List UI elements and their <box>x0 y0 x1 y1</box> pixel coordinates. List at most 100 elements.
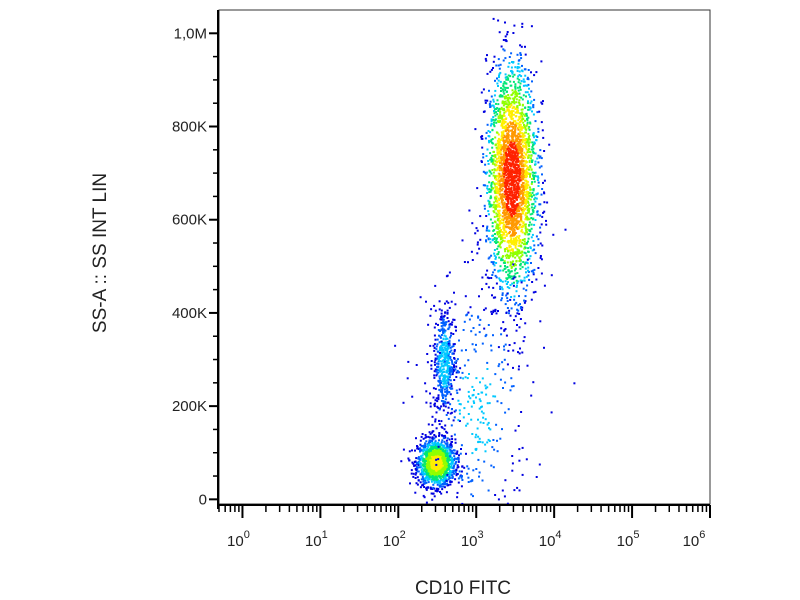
data-point <box>502 156 505 159</box>
data-point <box>515 204 517 207</box>
y-axis-title: SS-A :: SS INT LIN <box>90 173 111 333</box>
data-point <box>521 118 524 121</box>
data-point <box>429 459 432 462</box>
data-point <box>466 422 469 425</box>
data-point <box>430 456 433 458</box>
data-point <box>528 126 531 129</box>
data-point <box>505 136 508 139</box>
data-point <box>506 253 509 256</box>
data-point <box>439 456 441 459</box>
data-point <box>451 440 453 443</box>
data-point <box>526 155 529 158</box>
data-point <box>451 345 454 348</box>
data-point <box>520 168 523 170</box>
data-point <box>515 223 518 226</box>
data-point <box>481 391 484 394</box>
data-point <box>449 373 452 376</box>
data-point <box>436 452 439 455</box>
data-point <box>440 399 443 402</box>
data-point <box>503 151 506 154</box>
data-point <box>454 478 457 481</box>
data-point <box>531 181 534 184</box>
data-point <box>435 458 438 461</box>
data-point <box>486 368 489 370</box>
data-point <box>443 483 446 486</box>
data-point <box>512 105 515 108</box>
data-point <box>508 211 511 214</box>
data-point <box>530 270 533 273</box>
data-point <box>499 265 502 268</box>
data-point <box>471 222 474 225</box>
data-point <box>505 277 508 280</box>
data-point <box>530 168 533 171</box>
data-point <box>477 393 480 395</box>
data-point <box>497 177 500 180</box>
data-point <box>516 209 519 212</box>
data-point <box>495 215 498 218</box>
data-point <box>423 486 426 488</box>
data-point <box>488 200 491 203</box>
data-point <box>442 483 445 486</box>
data-point <box>433 451 436 454</box>
data-point <box>425 488 428 491</box>
data-point <box>444 363 447 366</box>
data-point <box>493 196 496 199</box>
data-point <box>486 171 489 174</box>
data-point <box>495 108 497 110</box>
data-point <box>432 469 435 472</box>
data-point <box>528 145 531 147</box>
data-point <box>509 314 512 317</box>
data-point <box>521 98 524 101</box>
data-point <box>438 388 441 391</box>
data-point <box>427 435 430 438</box>
data-point <box>494 494 497 496</box>
data-point <box>444 402 447 405</box>
data-point <box>524 295 527 298</box>
data-point <box>486 187 489 190</box>
data-point <box>418 466 421 469</box>
data-point <box>456 392 459 394</box>
data-point <box>444 380 447 383</box>
data-point <box>445 439 448 442</box>
data-point <box>444 472 447 475</box>
data-point <box>513 197 515 200</box>
data-point <box>489 131 492 134</box>
data-point <box>514 146 517 149</box>
data-point <box>528 168 530 171</box>
data-point <box>498 74 500 77</box>
data-point <box>501 120 504 123</box>
data-point <box>470 250 473 253</box>
data-point <box>438 377 441 380</box>
data-point <box>510 266 513 268</box>
data-point <box>481 276 484 279</box>
data-point <box>522 94 525 97</box>
data-point <box>520 155 522 158</box>
data-point <box>506 240 509 243</box>
data-point <box>516 252 519 255</box>
data-point <box>505 166 508 169</box>
data-point <box>503 92 506 95</box>
data-point <box>546 201 549 204</box>
data-point <box>499 161 502 164</box>
data-point <box>530 71 532 74</box>
data-point <box>514 263 516 266</box>
data-point <box>536 157 539 160</box>
data-point <box>504 216 507 219</box>
data-point <box>527 209 530 212</box>
data-point <box>503 97 506 100</box>
data-point <box>433 442 436 445</box>
data-point <box>501 88 504 91</box>
data-point <box>487 257 490 260</box>
data-point <box>461 479 464 481</box>
data-point <box>503 262 506 264</box>
data-point <box>526 180 529 183</box>
data-point <box>452 470 455 473</box>
data-point <box>500 159 503 162</box>
data-point <box>519 215 522 218</box>
data-point <box>505 213 508 216</box>
data-point <box>521 279 524 282</box>
data-point <box>519 188 522 191</box>
data-point <box>456 473 459 475</box>
data-point <box>505 103 508 106</box>
data-point <box>431 431 434 434</box>
